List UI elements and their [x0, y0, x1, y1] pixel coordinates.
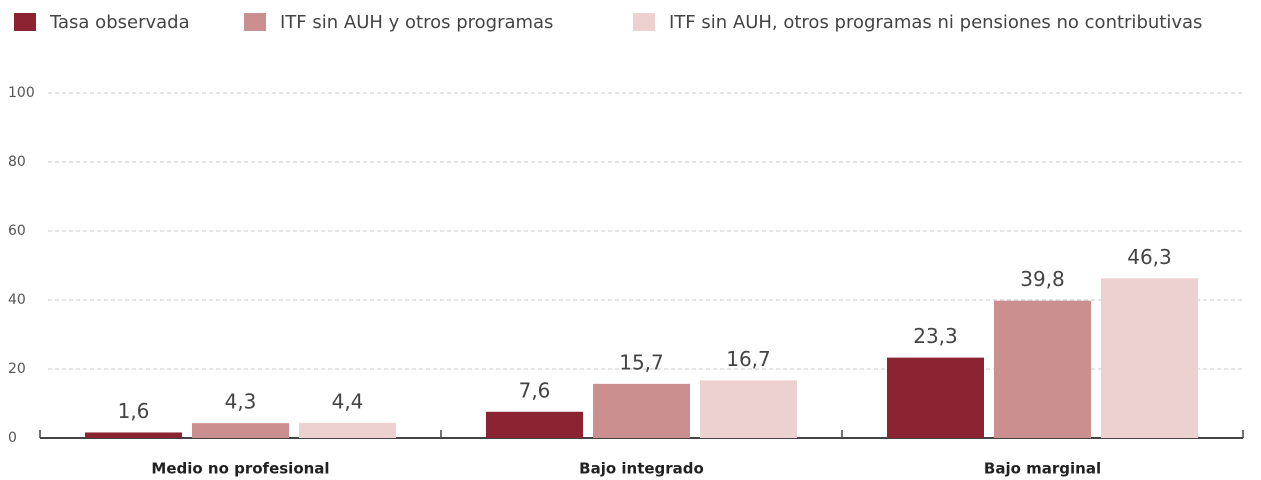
value-label: 4,3 — [225, 390, 257, 414]
value-label: 46,3 — [1127, 245, 1172, 269]
y-tick-label: 80 — [8, 154, 26, 170]
value-label: 23,3 — [913, 324, 958, 348]
legend-label: ITF sin AUH, otros programas ni pensione… — [669, 12, 1202, 33]
legend-label: Tasa observada — [49, 12, 190, 33]
x-tick-label: Bajo integrado — [579, 460, 704, 478]
value-label: 16,7 — [726, 347, 771, 371]
value-label: 7,6 — [519, 378, 551, 402]
y-tick-label: 20 — [8, 361, 26, 377]
y-tick-label: 40 — [8, 292, 26, 308]
legend-swatch — [633, 13, 655, 31]
bar — [700, 380, 797, 438]
bar — [887, 357, 984, 438]
x-tick-label: Bajo marginal — [984, 460, 1101, 478]
x-tick-label: Medio no profesional — [151, 460, 329, 478]
legend-swatch — [14, 13, 36, 31]
bar — [593, 383, 690, 438]
y-tick-label: 0 — [8, 430, 17, 446]
bar — [1101, 278, 1198, 438]
bar — [299, 422, 396, 438]
legend-label: ITF sin AUH y otros programas — [280, 12, 553, 33]
legend-swatch — [244, 13, 266, 31]
y-tick-label: 100 — [8, 85, 35, 101]
bar — [994, 300, 1091, 438]
value-label: 1,6 — [118, 399, 150, 423]
value-label: 4,4 — [332, 389, 364, 413]
value-label: 39,8 — [1020, 267, 1065, 291]
bar — [486, 411, 583, 438]
bar — [192, 423, 289, 438]
value-label: 15,7 — [619, 350, 664, 374]
y-tick-label: 60 — [8, 223, 26, 239]
bar — [85, 432, 182, 438]
